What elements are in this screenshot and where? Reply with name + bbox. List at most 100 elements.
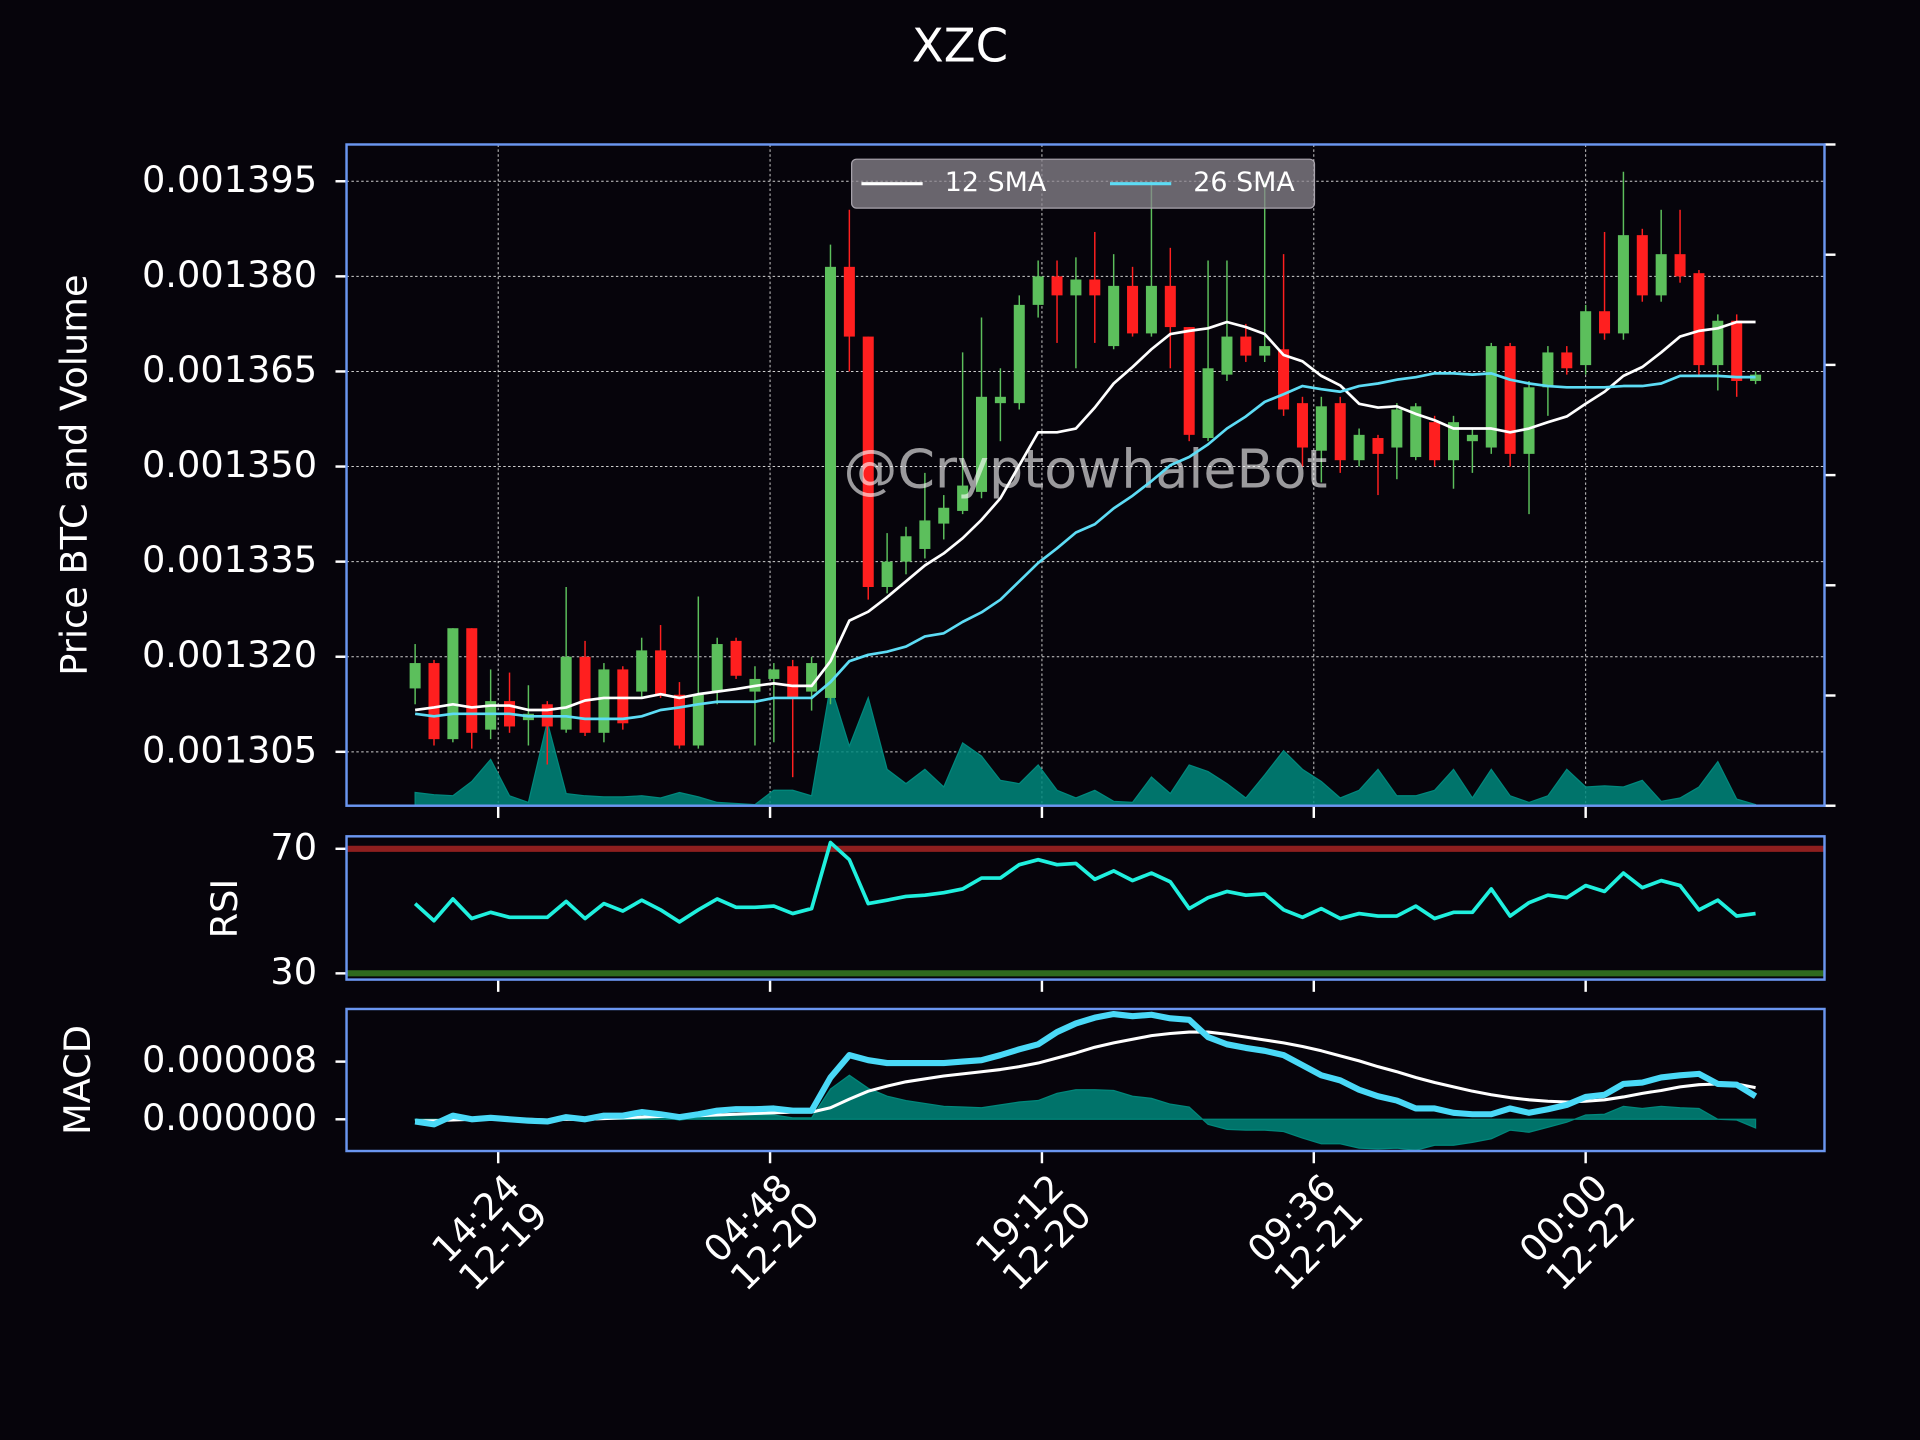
series-line bbox=[413, 840, 1756, 924]
candle-body bbox=[673, 694, 685, 746]
candle-body bbox=[824, 266, 836, 698]
candle-body bbox=[1032, 276, 1044, 305]
candle-body bbox=[560, 656, 572, 730]
candle-body bbox=[1164, 285, 1176, 328]
candle-body bbox=[1655, 254, 1667, 296]
candle-body bbox=[900, 536, 912, 562]
candle-body bbox=[447, 628, 459, 740]
candle-body bbox=[1447, 422, 1460, 461]
candle-body bbox=[579, 656, 591, 733]
candle-body bbox=[1429, 422, 1441, 461]
candle-body bbox=[711, 644, 723, 692]
candle-body bbox=[1523, 387, 1535, 454]
axes-frame bbox=[345, 143, 1826, 807]
legend-label: 12 SMA bbox=[945, 167, 1047, 198]
candle-body bbox=[1580, 311, 1592, 366]
y-tick-label: 0.001305 bbox=[142, 728, 317, 771]
candle-body bbox=[1674, 254, 1686, 277]
candle-body bbox=[957, 485, 969, 511]
candle-body bbox=[598, 669, 610, 733]
y-axis-label: MACD bbox=[56, 1025, 99, 1135]
candle-body bbox=[881, 561, 893, 587]
axes-frame bbox=[345, 1007, 1826, 1153]
candle-body bbox=[1731, 320, 1743, 381]
candle-body bbox=[976, 396, 988, 492]
series-line bbox=[414, 320, 1756, 712]
candle-body bbox=[1240, 336, 1252, 356]
candle-body bbox=[1485, 346, 1497, 448]
candle-body bbox=[1013, 304, 1025, 404]
plot-area bbox=[346, 144, 1825, 806]
candle-body bbox=[485, 701, 497, 730]
legend-label: 26 SMA bbox=[1193, 167, 1295, 198]
candle-body bbox=[1127, 285, 1139, 334]
candle-body bbox=[787, 666, 799, 698]
candle-body bbox=[1353, 434, 1365, 461]
candle-body bbox=[994, 396, 1006, 404]
chart-title: XZC bbox=[912, 18, 1008, 72]
candle-body bbox=[466, 628, 478, 733]
candle-body bbox=[1750, 374, 1762, 381]
y-tick-label: 0.001395 bbox=[142, 158, 317, 201]
y-tick-label: 0.001320 bbox=[142, 633, 317, 676]
candle-body bbox=[1315, 406, 1327, 451]
y-tick-label: 0.001335 bbox=[142, 538, 317, 581]
candle-body bbox=[1278, 349, 1290, 410]
candle-body bbox=[1089, 279, 1101, 296]
candle-body bbox=[730, 640, 742, 676]
candle-body bbox=[617, 669, 629, 724]
y-tick-label: 30 bbox=[270, 950, 317, 993]
candle-body bbox=[1693, 273, 1705, 366]
y-tick-label: 70 bbox=[270, 825, 317, 868]
candle-body bbox=[1202, 368, 1214, 439]
candle-body bbox=[1296, 403, 1308, 448]
candle-body bbox=[1070, 279, 1082, 296]
candle-body bbox=[1051, 276, 1063, 296]
candle-body bbox=[938, 507, 950, 524]
candle-body bbox=[1466, 434, 1478, 442]
candle-body bbox=[843, 266, 855, 337]
candle-body bbox=[919, 520, 931, 549]
candle-body bbox=[1183, 327, 1195, 435]
series-line bbox=[415, 1030, 1756, 1123]
candle-body bbox=[1636, 235, 1648, 296]
candle-body bbox=[768, 669, 780, 679]
candle-body bbox=[655, 650, 667, 695]
candle-body bbox=[1259, 346, 1271, 356]
legend-box bbox=[851, 158, 1316, 209]
candle-body bbox=[1410, 406, 1422, 458]
candle-body bbox=[428, 663, 440, 740]
y-axis-label: RSI bbox=[203, 879, 246, 939]
candle-body bbox=[1221, 336, 1233, 375]
y-tick-label: 0.000008 bbox=[142, 1038, 317, 1081]
candle-body bbox=[806, 663, 818, 692]
y-tick-label: 0.000000 bbox=[142, 1096, 317, 1139]
candle-body bbox=[1145, 285, 1157, 334]
candle-body bbox=[1599, 311, 1611, 334]
candle-body bbox=[1372, 438, 1384, 454]
candle-body bbox=[1108, 285, 1120, 347]
series-line bbox=[414, 1010, 1758, 1128]
plot-area bbox=[346, 1008, 1825, 1152]
y-axis-label: Price BTC and Volume bbox=[52, 274, 95, 675]
series-line bbox=[414, 371, 1756, 721]
watermark: @CryptowhaleBot bbox=[843, 437, 1327, 500]
candle-body bbox=[1561, 352, 1573, 369]
y-tick-label: 0.001365 bbox=[142, 348, 317, 391]
candle-body bbox=[409, 663, 421, 689]
candle-body bbox=[1617, 235, 1629, 334]
candle-body bbox=[692, 694, 704, 746]
candle-body bbox=[636, 650, 648, 692]
candle-body bbox=[1542, 352, 1554, 388]
candle-body bbox=[1712, 320, 1724, 366]
candle-body bbox=[1504, 346, 1516, 454]
candle-body bbox=[1334, 403, 1346, 461]
volume-area bbox=[414, 685, 1757, 807]
axes-frame bbox=[345, 835, 1826, 981]
plot-area bbox=[346, 836, 1825, 980]
candle-body bbox=[862, 336, 874, 587]
y-tick-label: 0.001380 bbox=[142, 253, 317, 296]
y-tick-label: 0.001350 bbox=[142, 443, 317, 486]
